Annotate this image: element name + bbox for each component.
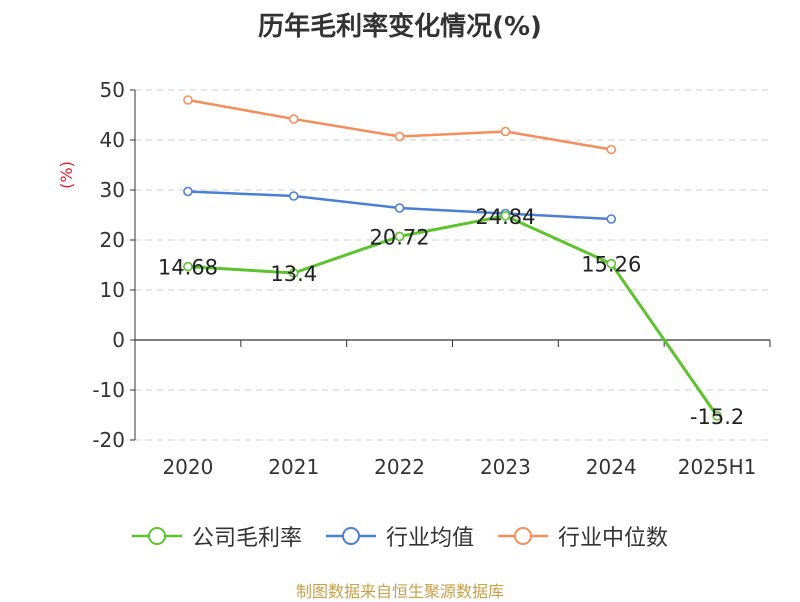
x-tick-label: 2021 <box>268 455 319 479</box>
data-point <box>712 411 722 421</box>
data-label: 14.68 <box>158 256 218 280</box>
series-line <box>187 214 719 417</box>
source-note: 制图数据来自恒生聚源数据库 <box>295 582 504 601</box>
series-layer <box>183 95 722 421</box>
y-tick-label: 20 <box>100 228 125 252</box>
y-tick-label: 30 <box>100 178 125 202</box>
x-tick-label: 2025H1 <box>678 455 757 479</box>
y-tick-label: 40 <box>100 128 125 152</box>
data-point <box>500 211 511 221</box>
legend-line-marker-icon <box>498 527 548 545</box>
data-label-layer: 14.68 13.4 20.72 24.84 15.26 -15.2 <box>158 205 744 429</box>
legend-label: 公司毛利率 <box>191 526 302 551</box>
y-tick-label: 50 <box>100 78 125 102</box>
series-line <box>187 98 612 151</box>
data-point <box>394 203 405 213</box>
data-point <box>606 144 617 155</box>
legend: 公司毛利率 行业均值 行业中位数 <box>0 520 800 552</box>
x-tick-label: 2022 <box>374 455 425 479</box>
data-label: 24.84 <box>475 205 535 229</box>
y-tick-label: -10 <box>92 378 125 402</box>
data-point <box>288 191 299 201</box>
data-point <box>288 114 299 124</box>
data-point <box>606 214 617 224</box>
data-point <box>183 186 193 197</box>
data-point <box>288 268 299 278</box>
y-axis-label: (%) <box>57 161 76 189</box>
y-tick-label: 0 <box>112 328 125 352</box>
legend-item[interactable]: 行业均值 <box>325 520 474 552</box>
data-point <box>183 95 193 105</box>
y-tick-label: -20 <box>92 428 125 452</box>
x-tick-label: 2020 <box>162 455 213 479</box>
grid-layer <box>135 89 770 441</box>
chart-title: 历年毛利率变化情况(%) <box>258 12 542 42</box>
data-point <box>183 261 193 272</box>
data-label: 13.4 <box>270 262 317 286</box>
data-point <box>394 231 405 242</box>
x-tick-label: 2024 <box>586 455 637 479</box>
x-tick-label: 2023 <box>480 455 531 479</box>
legend-line-marker-icon <box>131 527 182 545</box>
data-label: 20.72 <box>370 225 430 249</box>
data-point <box>394 131 405 142</box>
data-label: 15.26 <box>581 253 641 277</box>
legend-label: 行业中位数 <box>558 526 669 551</box>
legend-item[interactable]: 行业中位数 <box>498 520 668 552</box>
legend-item[interactable]: 公司毛利率 <box>131 520 302 552</box>
y-tick-label: 10 <box>100 278 125 302</box>
data-point <box>606 258 617 269</box>
data-label: -15.2 <box>690 405 744 429</box>
legend-line-marker-icon <box>325 527 376 545</box>
legend-label: 行业均值 <box>385 526 474 551</box>
data-point <box>500 126 511 137</box>
